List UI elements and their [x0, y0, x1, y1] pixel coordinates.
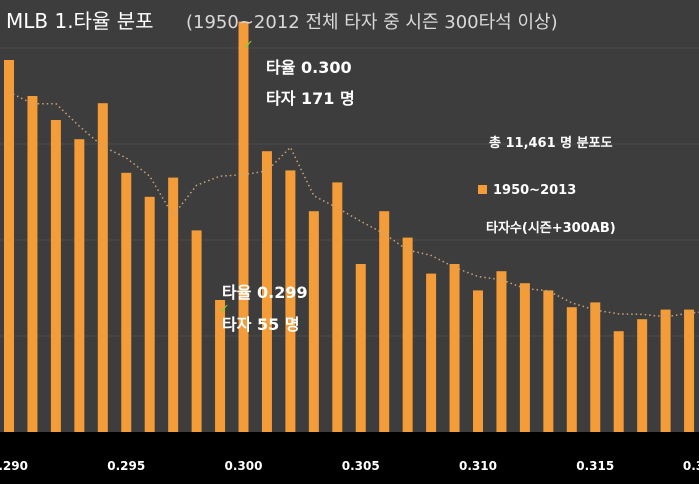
- x-axis-band: [0, 432, 699, 484]
- bar-0.304: [332, 182, 343, 432]
- bar-0.290: [4, 60, 14, 432]
- bar-0.319: [684, 309, 695, 432]
- bar-0.318: [660, 309, 671, 432]
- bar-0.291: [27, 96, 38, 432]
- bar-0.307: [402, 237, 413, 432]
- bar-0.306: [379, 211, 390, 432]
- peak-annotation-average: 타율 0.300: [266, 58, 352, 77]
- bar-0.302: [285, 170, 296, 432]
- total-count-note: 총 11,461 명 분포도: [489, 135, 613, 151]
- bar-0.309: [449, 264, 460, 432]
- bar-0.300: [238, 21, 249, 432]
- bar-0.305: [355, 264, 366, 432]
- bar-0.303: [308, 211, 319, 432]
- low-annotation-count: 타자 55 명: [222, 315, 300, 334]
- low-annotation-average: 타율 0.299: [222, 283, 308, 302]
- bar-0.316: [613, 331, 624, 432]
- low-check-icon: ✓: [219, 302, 230, 317]
- bar-0.294: [97, 103, 108, 432]
- bar-0.299: [215, 300, 226, 432]
- bar-series: [4, 21, 695, 433]
- peak-check-icon: ✓: [243, 38, 254, 53]
- x-tick-label: 0.300: [225, 459, 263, 473]
- bar-0.314: [566, 307, 577, 432]
- legend-swatch: [478, 185, 487, 194]
- bar-0.313: [543, 290, 554, 432]
- bar-0.297: [168, 177, 179, 432]
- legend-label-metric: 타자수(시즌+300AB): [486, 220, 616, 236]
- x-tick-label: 0.315: [576, 459, 614, 473]
- x-axis-tick-labels: 0.290 0.295 0.300 0.305 0.310 0.315 0.32: [0, 459, 699, 473]
- gridlines: [0, 47, 699, 337]
- x-tick-label: 0.305: [342, 459, 380, 473]
- bar-0.298: [191, 230, 202, 432]
- bar-0.315: [590, 302, 601, 432]
- chart-title: MLB 1.타율 분포: [6, 9, 154, 33]
- bar-0.301: [261, 151, 272, 432]
- peak-annotation-count: 타자 171 명: [266, 89, 355, 108]
- bar-0.293: [74, 139, 85, 432]
- x-tick-label: 0.310: [459, 459, 497, 473]
- x-tick-label: 0.32: [683, 459, 699, 473]
- legend-label-years: 1950~2013: [493, 183, 576, 198]
- bar-0.312: [519, 283, 530, 432]
- chart-subtitle: (1950~2012 전체 타자 중 시즌 300타석 이상): [186, 12, 558, 33]
- bar-0.296: [144, 196, 155, 432]
- bar-0.310: [473, 290, 483, 432]
- bar-0.295: [121, 172, 132, 433]
- bar-0.317: [637, 319, 648, 432]
- bar-0.311: [496, 271, 507, 432]
- bar-0.292: [50, 120, 61, 432]
- x-tick-label: 0.290: [0, 459, 28, 473]
- bar-0.308: [426, 273, 437, 432]
- x-tick-label: 0.295: [107, 459, 145, 473]
